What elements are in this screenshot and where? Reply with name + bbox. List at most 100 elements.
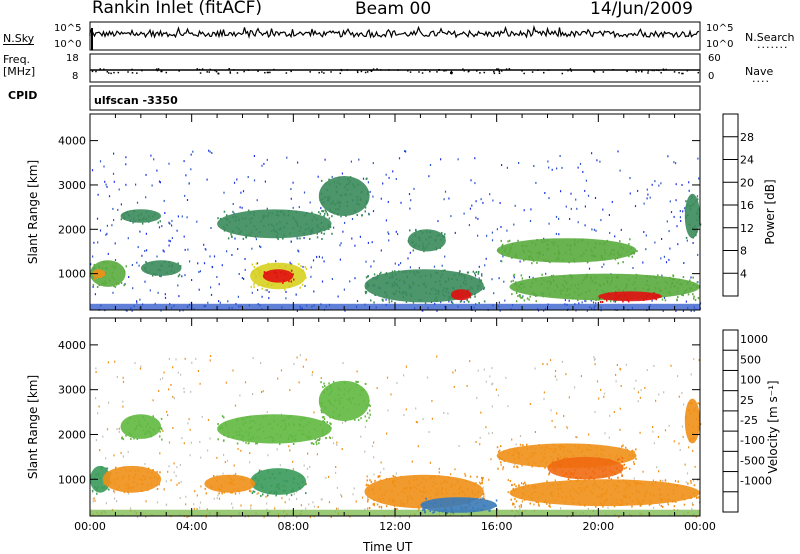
scatter-point: [386, 376, 389, 379]
scatter-point: [669, 247, 671, 250]
region-speckle: [515, 292, 518, 294]
region-speckle: [572, 473, 574, 476]
region-speckle: [324, 196, 326, 199]
region-speckle: [365, 178, 368, 180]
scatter-point: [675, 183, 677, 186]
region-speckle: [621, 460, 623, 463]
region-speckle: [568, 287, 571, 290]
region-speckle: [551, 241, 553, 244]
region-speckle: [619, 499, 622, 502]
region-speckle: [528, 258, 530, 261]
scatter-point: [296, 310, 298, 312]
region-speckle: [241, 434, 244, 437]
region-speckle: [572, 497, 574, 500]
region-speckle: [328, 228, 330, 230]
region-speckle: [569, 274, 571, 277]
region-speckle: [288, 268, 291, 271]
scatter-point: [417, 445, 419, 448]
scatter-point: [629, 192, 631, 195]
scatter-point: [250, 507, 252, 510]
region-speckle: [636, 490, 638, 493]
scatter-point: [480, 411, 482, 414]
region-speckle: [528, 298, 530, 301]
region-speckle: [597, 298, 600, 301]
scatter-point: [380, 197, 382, 200]
region-speckle: [301, 481, 304, 484]
scatter-point: [158, 180, 161, 183]
region-speckle: [344, 420, 347, 423]
scatter-point: [471, 204, 473, 207]
scatter-point: [415, 407, 417, 410]
scatter-point: [162, 377, 164, 380]
region-speckle: [263, 271, 266, 274]
scatter-point: [184, 357, 186, 360]
scatter-point: [390, 393, 392, 396]
region-speckle: [290, 280, 292, 283]
region-speckle: [585, 472, 587, 475]
region-speckle: [95, 473, 97, 476]
region-speckle: [281, 237, 284, 240]
region-speckle: [514, 489, 516, 491]
region-speckle: [664, 280, 667, 283]
scatter-point: [306, 467, 309, 470]
scatter-point: [598, 397, 600, 400]
scatter-point: [92, 255, 94, 258]
scatter-point: [653, 365, 655, 367]
region-speckle: [145, 218, 148, 221]
scatter-point: [275, 260, 277, 263]
scatter-point: [676, 225, 678, 228]
region-speckle: [144, 478, 147, 481]
region-speckle: [280, 227, 282, 230]
scatter-point: [428, 175, 430, 178]
scatter-point: [547, 160, 549, 163]
scatter-point: [444, 190, 447, 193]
region-speckle: [557, 492, 560, 495]
region-speckle: [569, 244, 571, 247]
region-speckle: [380, 271, 382, 274]
region-speckle: [595, 505, 597, 508]
scatter-point: [106, 224, 108, 227]
y-tick-label: 1000: [58, 473, 86, 486]
scatter-point: [692, 242, 694, 244]
scatter-point: [475, 482, 477, 484]
region-speckle: [676, 281, 678, 284]
region-speckle: [127, 421, 129, 424]
region-speckle: [402, 296, 405, 299]
scatter-point: [674, 480, 677, 482]
scatter-point: [454, 369, 456, 372]
scatter-point: [193, 503, 195, 506]
region-speckle: [489, 509, 491, 512]
scatter-point: [595, 302, 597, 305]
scatter-point: [297, 249, 299, 252]
scatter-point: [317, 175, 319, 178]
region-speckle: [134, 473, 137, 476]
scatter-point: [482, 201, 484, 204]
region-speckle: [409, 229, 411, 232]
region-speckle: [515, 500, 518, 503]
scatter-point: [308, 503, 310, 506]
region-speckle: [547, 287, 549, 290]
scatter-point: [506, 229, 508, 232]
region-speckle: [115, 283, 118, 286]
region-speckle: [359, 198, 362, 201]
scatter-point: [668, 230, 670, 233]
region-speckle: [305, 223, 308, 225]
date-title: 14/Jun/2009: [590, 0, 693, 19]
scatter-point: [311, 371, 314, 374]
region-speckle: [617, 476, 619, 479]
scatter-point: [92, 497, 94, 500]
region-speckle: [415, 488, 418, 490]
scatter-point: [617, 150, 619, 153]
scatter-point: [168, 239, 170, 242]
region-speckle: [613, 249, 615, 252]
region-speckle: [337, 208, 340, 211]
scatter-point: [162, 249, 164, 252]
region-speckle: [340, 396, 343, 399]
region-speckle: [546, 502, 548, 505]
scatter-point: [172, 427, 174, 429]
region-speckle: [277, 232, 279, 235]
region-speckle: [483, 498, 486, 500]
region-speckle: [695, 417, 698, 420]
region-speckle: [617, 262, 619, 265]
region-speckle: [536, 261, 538, 264]
